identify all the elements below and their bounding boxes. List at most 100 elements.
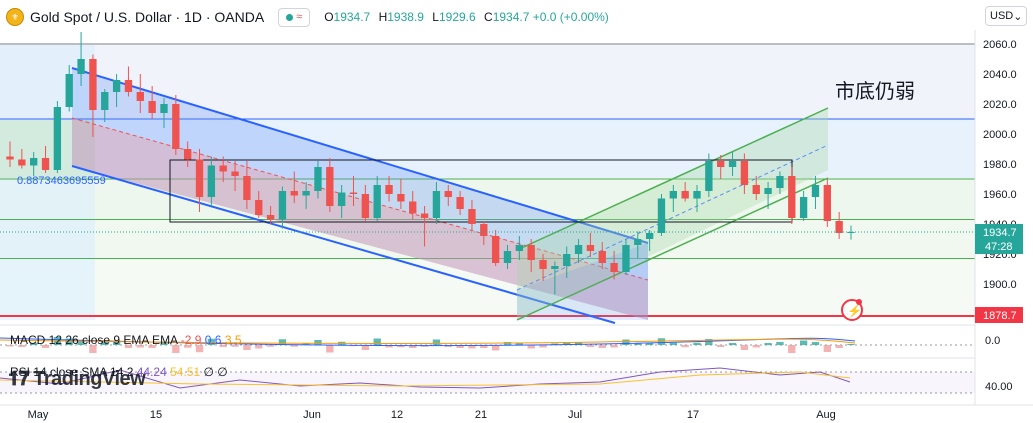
candle <box>184 141 192 167</box>
candle-body <box>634 239 642 245</box>
candle-body <box>527 245 535 260</box>
macd-bar <box>480 345 488 348</box>
candle-body <box>101 92 109 110</box>
candle-body <box>693 191 701 199</box>
macd-bar <box>30 342 38 345</box>
time-tick: 12 <box>391 409 403 421</box>
candle-body <box>645 233 654 239</box>
candle <box>337 185 346 218</box>
price-tick: 1980.0 <box>983 159 1017 171</box>
macd-bar <box>740 345 749 350</box>
macd-bar <box>456 345 464 348</box>
candle-body <box>148 101 156 113</box>
ohlc-readout: O1934.7 H1938.9 L1929.6 C1934.7 +0.0 (+0… <box>324 10 609 24</box>
macd-bar <box>586 345 595 347</box>
currency-selector[interactable]: USD ⌄ <box>985 6 1027 26</box>
rsi-value-3: ∅ <box>203 365 214 379</box>
candle <box>65 65 73 112</box>
candle <box>89 54 97 137</box>
alert-icon[interactable]: ⚡ <box>841 299 863 321</box>
candle-body <box>219 165 227 172</box>
macd-bar <box>788 345 796 353</box>
candle <box>752 176 760 200</box>
candle <box>539 254 547 281</box>
macd-bar <box>160 342 168 345</box>
price-scale[interactable] <box>975 30 1033 405</box>
price-tick: 1960.0 <box>983 189 1017 201</box>
macd-bar <box>799 340 808 345</box>
svg-text:⚡: ⚡ <box>847 304 862 318</box>
candle <box>491 230 500 266</box>
annotation-text[interactable]: 市底仍弱 <box>835 80 915 103</box>
rsi-ma-line <box>0 371 851 387</box>
tradingview-watermark: 𝟏𝟕 TradingView <box>8 368 146 391</box>
candle-body <box>610 263 618 272</box>
candle <box>693 185 701 212</box>
candle <box>420 206 429 247</box>
candle <box>243 161 251 209</box>
candle-body <box>764 188 772 194</box>
time-tick: Aug <box>816 409 836 421</box>
candle-body <box>728 161 737 167</box>
macd-label: MACD 12 26 close 9 EMA EMA <box>10 333 178 347</box>
macd-bar <box>776 342 784 345</box>
level-price-badge-text: 1878.7 <box>983 310 1017 322</box>
candle <box>811 176 820 209</box>
candle-body <box>6 156 14 160</box>
time-tick: May <box>28 409 49 421</box>
candle <box>219 156 227 182</box>
macd-signal-line <box>0 338 856 344</box>
macd-bar <box>574 342 583 345</box>
candle-body <box>409 201 417 214</box>
rsi-legend[interactable]: RSI 14 close SMA 14 2 44.24 54.51 ∅ ∅ <box>10 365 228 379</box>
candle-body <box>207 165 216 197</box>
candle-body <box>752 185 760 194</box>
candle <box>669 185 677 212</box>
chart-header: ⚜ Gold Spot / U.S. Dollar · 1D · OANDA ≈… <box>6 7 614 27</box>
macd-bar <box>622 339 630 345</box>
macd-bar <box>290 345 298 347</box>
macd-bar <box>231 345 239 347</box>
macd-bar <box>184 345 192 348</box>
visibility-toggle[interactable]: ≈ <box>278 7 311 27</box>
candle <box>302 182 310 209</box>
candle <box>361 185 370 221</box>
candle <box>266 206 275 224</box>
candle <box>551 261 559 295</box>
candle-body <box>574 245 583 254</box>
macd-bar <box>219 345 227 347</box>
candle-body <box>539 260 547 269</box>
candle <box>835 212 843 239</box>
macd-value-1: -2.9 <box>180 333 202 347</box>
candle-body <box>361 194 370 218</box>
candle <box>480 221 488 245</box>
status-dot-icon <box>286 13 294 21</box>
macd-bar <box>89 345 97 353</box>
symbol-title[interactable]: Gold Spot / U.S. Dollar · 1D · OANDA <box>30 9 265 25</box>
macd-bar <box>823 345 831 352</box>
gold-symbol-icon: ⚜ <box>6 8 24 26</box>
macd-bar <box>314 340 322 345</box>
candle <box>586 233 595 257</box>
candle-body <box>184 149 192 160</box>
tradingview-logo-icon: 𝟏𝟕 <box>8 368 30 390</box>
macd-bar <box>6 345 14 347</box>
rsi-band <box>0 372 975 393</box>
macd-legend[interactable]: MACD 12 26 close 9 EMA EMA -2.9 0.6 3.5 <box>10 333 242 347</box>
candle <box>30 152 38 176</box>
price-tick: 2000.0 <box>983 129 1017 141</box>
candle-body <box>337 192 346 206</box>
current-price-badge-text: 1934.7 <box>983 227 1017 239</box>
macd-bar <box>65 338 73 345</box>
candle <box>160 98 168 128</box>
candle-body <box>53 107 62 170</box>
ascending-channel <box>516 107 829 321</box>
macd-bar <box>657 338 666 345</box>
fib-level-label: 0.8873463695559 <box>17 175 106 187</box>
candle-body <box>480 224 488 236</box>
candle-body <box>432 191 441 218</box>
candle-body <box>112 80 121 92</box>
macd-bar <box>645 343 654 345</box>
macd-bar <box>432 339 441 345</box>
